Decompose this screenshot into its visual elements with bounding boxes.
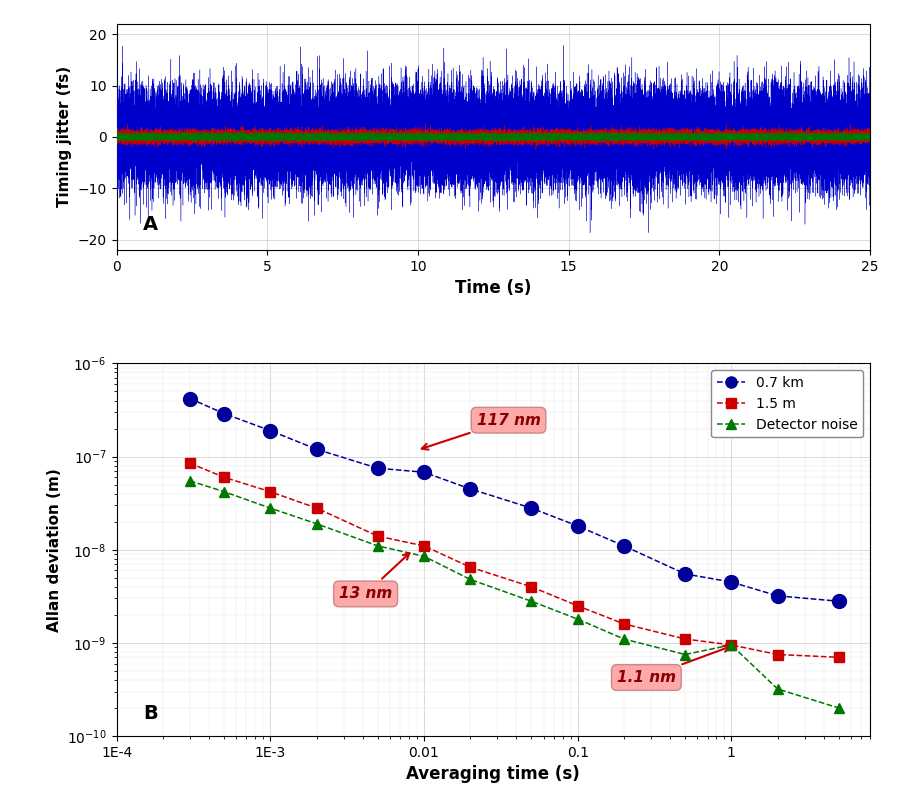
Text: B: B <box>143 704 158 723</box>
Y-axis label: Allan deviation (m): Allan deviation (m) <box>47 468 62 632</box>
Y-axis label: Timing jitter (fs): Timing jitter (fs) <box>57 66 72 207</box>
Text: 13 nm: 13 nm <box>339 554 409 602</box>
X-axis label: Time (s): Time (s) <box>455 279 532 297</box>
Text: A: A <box>143 215 158 234</box>
Text: 117 nm: 117 nm <box>422 413 541 450</box>
Text: 1.1 nm: 1.1 nm <box>617 646 730 685</box>
Legend: 0.7 km, 1.5 m, Detector noise: 0.7 km, 1.5 m, Detector noise <box>711 370 863 438</box>
X-axis label: Averaging time (s): Averaging time (s) <box>406 766 580 783</box>
